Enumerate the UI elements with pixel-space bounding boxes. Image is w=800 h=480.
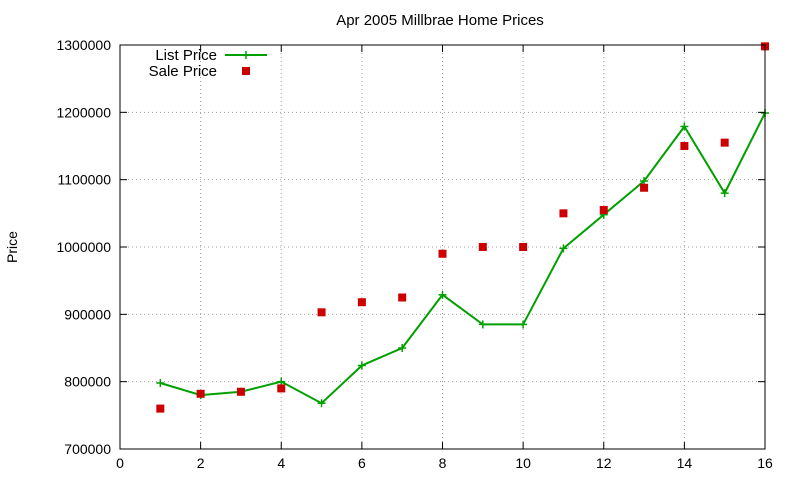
- legend-swatch-cross: [242, 51, 250, 59]
- sale-price-point: [438, 249, 447, 258]
- sale-price-point: [357, 298, 366, 307]
- sale-price-point: [317, 308, 326, 317]
- y-tick-label: 1000000: [56, 239, 111, 255]
- sale-price-point: [478, 243, 487, 251]
- y-tick-label: 1200000: [56, 104, 111, 120]
- x-tick-label: 12: [596, 455, 612, 471]
- list-price-point: [720, 189, 729, 198]
- y-axis-label: Price: [4, 231, 20, 263]
- sale-price-point: [599, 205, 608, 214]
- x-tick-label: 2: [197, 455, 205, 471]
- sale-price-point: [720, 138, 729, 147]
- series-layer: [156, 42, 769, 413]
- list-price-point: [398, 344, 407, 352]
- y-tick-label: 700000: [64, 441, 111, 457]
- y-tick-label: 800000: [64, 374, 111, 390]
- list-price-line: [160, 112, 766, 405]
- list-price-point: [519, 320, 528, 329]
- x-tick-label: 6: [358, 455, 366, 471]
- list-price-point: [478, 320, 487, 329]
- x-tick-label: 4: [277, 455, 285, 471]
- sale-price-point: [398, 293, 407, 302]
- sale-price-point: [236, 387, 245, 396]
- sale-price-point: [640, 183, 649, 192]
- list-price-point: [680, 122, 689, 131]
- sale-price-point: [277, 384, 286, 393]
- x-tick-label: 0: [116, 455, 124, 471]
- list-price-point: [640, 177, 649, 186]
- sale-price-point: [519, 243, 528, 251]
- chart-title: Apr 2005 Millbrae Home Prices: [336, 12, 544, 29]
- y-tick-label: 900000: [64, 306, 111, 322]
- x-tick-label: 14: [677, 455, 693, 471]
- list-price-point: [357, 361, 366, 370]
- legend-label: List Price: [155, 47, 217, 64]
- y-tick-label: 1100000: [58, 172, 112, 188]
- x-tick-label: 16: [757, 455, 773, 471]
- sale-price-point: [196, 389, 205, 398]
- sale-price-point: [156, 404, 165, 413]
- y-tick-label: 1300000: [56, 37, 111, 53]
- sale-price-point: [680, 142, 689, 150]
- legend-swatch-square: [242, 67, 250, 75]
- list-price-point: [317, 399, 326, 408]
- legend-label: Sale Price: [149, 63, 217, 80]
- x-tick-label: 8: [439, 455, 447, 471]
- axis-ticks: 700000 800000 900000 1000000 1100000 1200000 1…: [56, 37, 773, 471]
- sale-price-point: [559, 209, 568, 218]
- list-price-point: [277, 377, 286, 386]
- list-price-point: [559, 244, 568, 253]
- grid-lines: [120, 45, 765, 449]
- list-price-point: [438, 290, 447, 299]
- x-tick-label: 10: [515, 455, 531, 471]
- list-price-point: [156, 379, 165, 388]
